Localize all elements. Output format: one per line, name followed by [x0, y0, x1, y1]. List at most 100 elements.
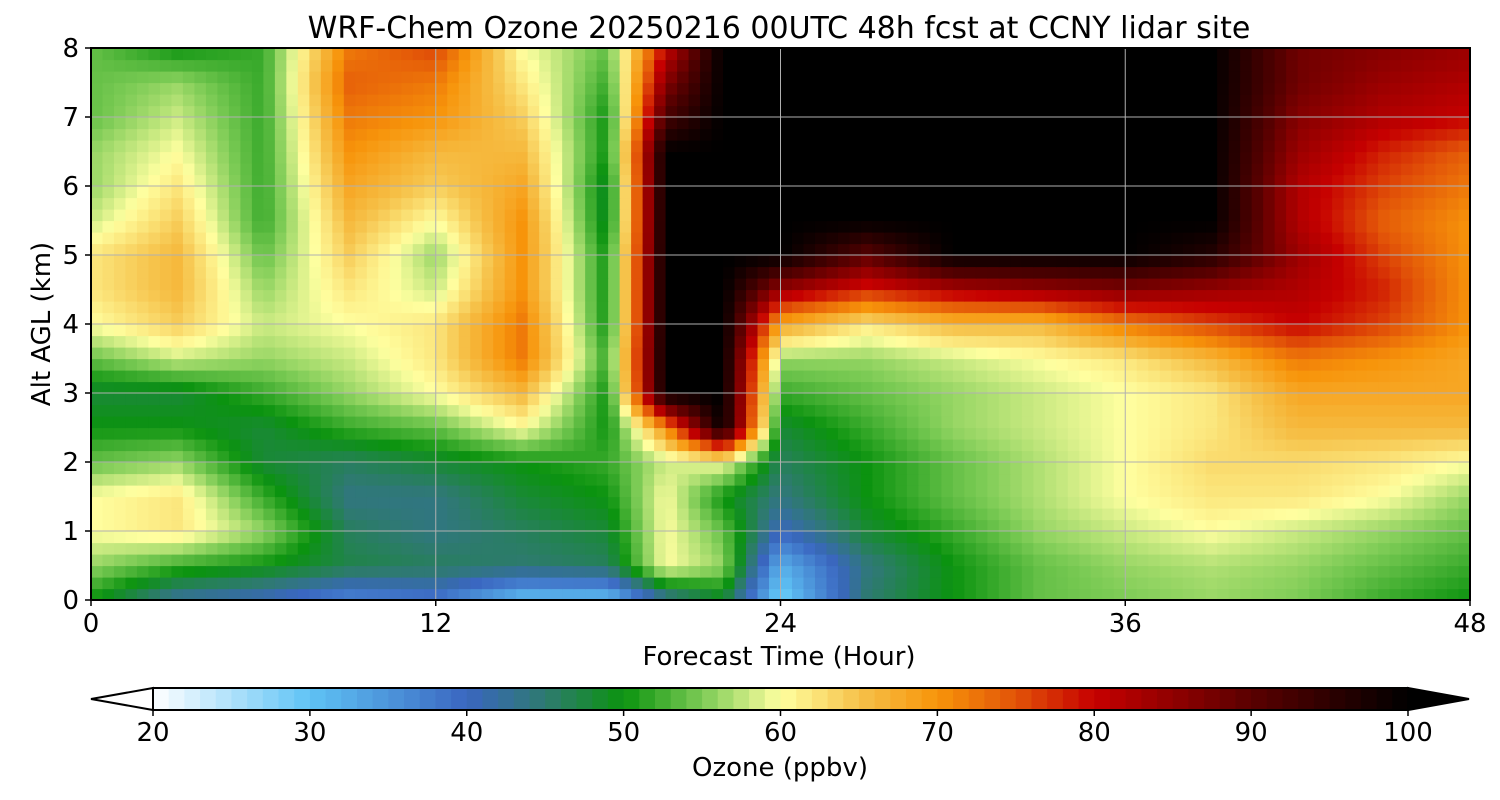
heatmap-cell [1286, 565, 1299, 578]
heatmap-cell [860, 243, 874, 256]
heatmap-cell [665, 531, 678, 544]
heatmap-cell [723, 197, 736, 210]
heatmap-cell [1355, 508, 1368, 521]
heatmap-cell [309, 393, 322, 406]
heatmap-cell [1194, 151, 1207, 164]
heatmap-cell [780, 462, 793, 475]
heatmap-cell [182, 577, 196, 590]
heatmap-cell [1044, 565, 1057, 578]
heatmap-cell [1401, 197, 1414, 210]
heatmap-cell [205, 496, 219, 509]
heatmap-cell [1286, 186, 1299, 199]
heatmap-cell [1320, 335, 1333, 348]
heatmap-cell [1435, 174, 1448, 187]
heatmap-cell [424, 289, 437, 302]
heatmap-cell [1159, 232, 1172, 245]
heatmap-cell [1378, 335, 1391, 348]
heatmap-cell [343, 255, 356, 268]
heatmap-cell [814, 289, 828, 302]
heatmap-cell [1136, 174, 1149, 187]
heatmap-cell [998, 450, 1011, 463]
heatmap-cell [1343, 485, 1356, 498]
heatmap-cell [608, 370, 621, 383]
heatmap-cell [1182, 565, 1195, 578]
heatmap-cell [171, 370, 184, 383]
heatmap-cell [1044, 243, 1057, 256]
heatmap-cell [1113, 588, 1126, 600]
heatmap-cell [182, 393, 196, 406]
heatmap-cell [1205, 485, 1218, 498]
heatmap-cell [1343, 577, 1356, 590]
heatmap-cell [723, 289, 736, 302]
heatmap-cell [1217, 220, 1230, 233]
heatmap-cell [1332, 186, 1345, 199]
heatmap-cell [895, 151, 908, 164]
heatmap-cell [780, 519, 793, 532]
heatmap-cell [1412, 174, 1425, 187]
heatmap-cell [159, 427, 173, 440]
heatmap-cell [677, 393, 690, 406]
heatmap-cell [148, 174, 161, 187]
heatmap-cell [1205, 370, 1218, 383]
heatmap-cell [1355, 220, 1368, 233]
heatmap-cell [906, 404, 919, 417]
heatmap-cell [941, 289, 954, 302]
heatmap-cell [240, 370, 253, 383]
heatmap-cell [1355, 496, 1368, 509]
heatmap-cell [1286, 312, 1299, 325]
heatmap-cell [711, 577, 724, 590]
heatmap-cell [251, 117, 264, 130]
heatmap-cell [757, 278, 770, 291]
heatmap-cell [1297, 151, 1310, 164]
heatmap-cell [631, 151, 644, 164]
heatmap-cell [217, 128, 230, 141]
heatmap-cell [1435, 301, 1448, 314]
heatmap-cell [366, 232, 379, 245]
heatmap-cell [516, 312, 529, 325]
heatmap-cell [1447, 404, 1460, 417]
heatmap-cell [1056, 151, 1069, 164]
heatmap-cell [102, 140, 115, 153]
heatmap-cell [1263, 508, 1276, 521]
heatmap-cell [355, 266, 368, 279]
heatmap-cell [1136, 163, 1149, 176]
heatmap-cell [240, 243, 253, 256]
heatmap-cell [504, 347, 517, 360]
heatmap-cell [378, 404, 391, 417]
heatmap-cell [355, 335, 368, 348]
heatmap-cell [447, 588, 460, 600]
heatmap-cell [332, 393, 345, 406]
heatmap-cell [286, 312, 299, 325]
heatmap-cell [1332, 140, 1345, 153]
heatmap-cell [860, 393, 874, 406]
heatmap-cell [1182, 508, 1195, 521]
heatmap-cell [573, 232, 586, 245]
heatmap-cell [1102, 450, 1115, 463]
heatmap-cell [378, 565, 391, 578]
heatmap-cell [619, 209, 632, 222]
heatmap-cell [1205, 450, 1218, 463]
heatmap-cell [883, 232, 897, 245]
heatmap-cell [1435, 508, 1448, 521]
heatmap-cell [1148, 542, 1161, 555]
heatmap-cell [1343, 508, 1356, 521]
heatmap-cell [1079, 151, 1092, 164]
heatmap-cell [1079, 519, 1092, 532]
heatmap-cell [814, 565, 828, 578]
heatmap-cell [596, 163, 609, 176]
heatmap-cell [1297, 565, 1310, 578]
heatmap-cell [1447, 312, 1460, 325]
heatmap-cell [148, 450, 161, 463]
heatmap-cell [918, 473, 931, 486]
heatmap-cell [1389, 289, 1402, 302]
heatmap-cell [1010, 416, 1023, 429]
heatmap-cell [240, 117, 253, 130]
heatmap-cell [286, 232, 299, 245]
heatmap-cell [493, 243, 506, 256]
heatmap-cell [1056, 209, 1069, 222]
heatmap-cell [1079, 496, 1092, 509]
heatmap-cell [849, 404, 862, 417]
heatmap-cell [1378, 289, 1391, 302]
heatmap-cell [389, 519, 402, 532]
heatmap-cell [1274, 542, 1287, 555]
